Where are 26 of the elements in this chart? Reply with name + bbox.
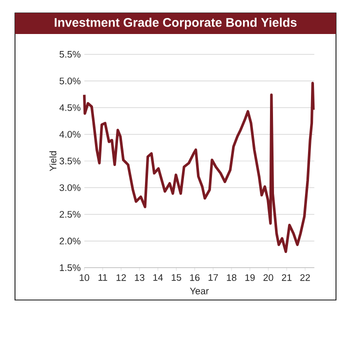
- x-tick-label: 17: [208, 274, 218, 281]
- y-tick-label: 1.5%: [60, 264, 80, 272]
- y-tick-label: 5.5%: [60, 50, 80, 58]
- y-tick-label: 4.0%: [59, 130, 80, 138]
- y-tick-label: 3.5%: [60, 158, 80, 164]
- x-tick-label: 14: [153, 274, 163, 281]
- x-tick-label: 21: [282, 274, 292, 281]
- y-tick-label: 2.0%: [60, 238, 80, 244]
- x-tick-label: 13: [134, 274, 144, 281]
- x-tick-label: 20: [264, 274, 274, 281]
- x-tick-label: 10: [80, 274, 90, 281]
- x-tick-label: 19: [245, 274, 255, 281]
- y-tick-label: 4.5%: [59, 104, 80, 111]
- x-tick-label: 12: [116, 274, 126, 281]
- chart-title: Investment Grade Corporate Bond Yields: [54, 18, 297, 30]
- x-tick-label: 11: [98, 274, 108, 281]
- x-tick-label: 22: [300, 274, 310, 281]
- x-tick-label: 18: [226, 274, 236, 281]
- y-axis-title: Yield: [49, 151, 56, 172]
- x-axis-title: Year: [190, 288, 209, 294]
- y-tick-label: 2.5%: [60, 211, 80, 218]
- y-tick-label: 5.0%: [60, 78, 80, 84]
- x-tick-label: 15: [172, 274, 182, 281]
- line-series: [83, 82, 315, 253]
- y-tick-label: 3.0%: [60, 184, 80, 192]
- x-tick-label: 16: [190, 274, 200, 281]
